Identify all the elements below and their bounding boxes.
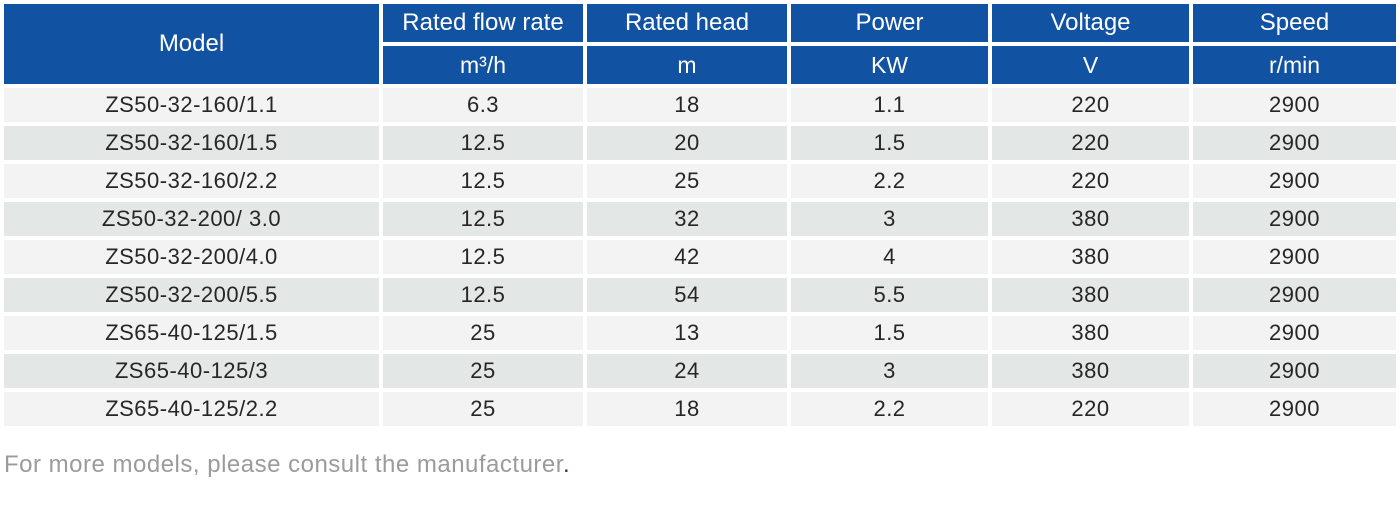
value-cell: 2.2 [791,164,988,198]
value-cell: 18 [587,88,787,122]
value-cell: 220 [992,88,1189,122]
model-cell: ZS50-32-160/1.5 [4,126,379,160]
value-cell: 2900 [1193,88,1396,122]
value-cell: 42 [587,240,787,274]
value-cell: 25 [383,354,583,388]
value-cell: 2900 [1193,392,1396,426]
footer-note: For more models, please consult the manu… [4,451,1400,479]
value-cell: 12.5 [383,278,583,312]
value-cell: 220 [992,392,1189,426]
value-cell: 2900 [1193,278,1396,312]
value-cell: 380 [992,278,1189,312]
unit-voltage: V [992,46,1189,84]
value-cell: 380 [992,202,1189,236]
footer-note-text: For more models, please consult the manu… [4,451,563,478]
value-cell: 12.5 [383,126,583,160]
value-cell: 1.5 [791,316,988,350]
value-cell: 12.5 [383,202,583,236]
header-speed: Speed [1193,4,1396,42]
value-cell: 380 [992,316,1189,350]
unit-head: m [587,46,787,84]
value-cell: 24 [587,354,787,388]
table-body: ZS50-32-160/1.1 6.3 18 1.1 220 2900 ZS50-32-16… [4,88,1396,426]
table-row: ZS65-40-125/1.5 25 13 1.5 380 2900 [4,316,1396,350]
value-cell: 2900 [1193,316,1396,350]
table-row: ZS65-40-125/2.2 25 18 2.2 220 2900 [4,392,1396,426]
value-cell: 6.3 [383,88,583,122]
table-row: ZS50-32-200/ 3.0 12.5 32 3 380 2900 [4,202,1396,236]
value-cell: 54 [587,278,787,312]
header-rated-head: Rated head [587,4,787,42]
header-rated-flow-rate: Rated flow rate [383,4,583,42]
value-cell: 20 [587,126,787,160]
value-cell: 5.5 [791,278,988,312]
value-cell: 25 [383,392,583,426]
value-cell: 380 [992,354,1189,388]
value-cell: 25 [383,316,583,350]
header-power: Power [791,4,988,42]
table-row: ZS50-32-200/4.0 12.5 42 4 380 2900 [4,240,1396,274]
table-row: ZS50-32-200/5.5 12.5 54 5.5 380 2900 [4,278,1396,312]
value-cell: 18 [587,392,787,426]
model-cell: ZS65-40-125/3 [4,354,379,388]
model-cell: ZS50-32-200/ 3.0 [4,202,379,236]
value-cell: 220 [992,126,1189,160]
header-label-row: Model Rated flow rate Rated head Power V… [4,4,1396,84]
table-row: ZS65-40-125/3 25 24 3 380 2900 [4,354,1396,388]
value-cell: 2.2 [791,392,988,426]
value-cell: 4 [791,240,988,274]
model-cell: ZS65-40-125/2.2 [4,392,379,426]
unit-power: KW [791,46,988,84]
value-cell: 1.5 [791,126,988,160]
header-voltage: Voltage [992,4,1189,42]
value-cell: 3 [791,354,988,388]
model-cell: ZS50-32-200/4.0 [4,240,379,274]
model-cell: ZS50-32-200/5.5 [4,278,379,312]
value-cell: 25 [587,164,787,198]
value-cell: 32 [587,202,787,236]
header-model: Model [4,4,379,84]
value-cell: 2900 [1193,202,1396,236]
unit-flow-rate: m³/h [383,46,583,84]
value-cell: 220 [992,164,1189,198]
table-row: ZS50-32-160/1.1 6.3 18 1.1 220 2900 [4,88,1396,122]
value-cell: 2900 [1193,354,1396,388]
value-cell: 1.1 [791,88,988,122]
table-row: ZS50-32-160/1.5 12.5 20 1.5 220 2900 [4,126,1396,160]
model-cell: ZS50-32-160/2.2 [4,164,379,198]
unit-speed: r/min [1193,46,1396,84]
value-cell: 12.5 [383,240,583,274]
value-cell: 380 [992,240,1189,274]
model-cell: ZS50-32-160/1.1 [4,88,379,122]
value-cell: 3 [791,202,988,236]
header-unit-row: m³/h m KW V r/min [4,46,1396,84]
table-header: Model Rated flow rate Rated head Power V… [4,4,1396,84]
value-cell: 12.5 [383,164,583,198]
value-cell: 2900 [1193,126,1396,160]
model-cell: ZS65-40-125/1.5 [4,316,379,350]
value-cell: 2900 [1193,164,1396,198]
pump-spec-table: Model Rated flow rate Rated head Power V… [4,4,1396,426]
value-cell: 2900 [1193,240,1396,274]
footer-note-period: . [562,451,571,478]
table-row: ZS50-32-160/2.2 12.5 25 2.2 220 2900 [4,164,1396,198]
value-cell: 13 [587,316,787,350]
